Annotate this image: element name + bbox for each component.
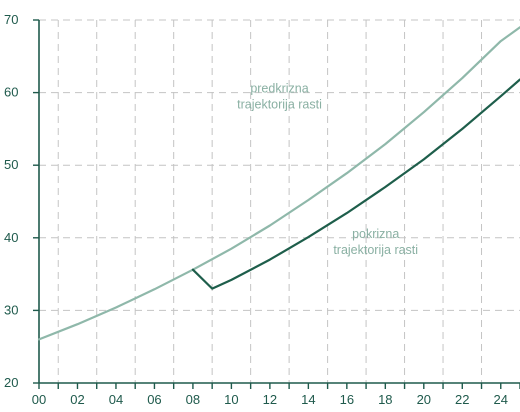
y-tick-label: 20 [4, 375, 18, 390]
x-tick-label: 16 [340, 392, 354, 407]
annotation-line: trajektorija rasti [237, 98, 322, 112]
x-tick-label: 06 [147, 392, 161, 407]
y-tick-label: 60 [4, 85, 18, 100]
x-tick-label: 02 [70, 392, 84, 407]
x-tick-label: 20 [417, 392, 431, 407]
y-tick-label: 70 [4, 12, 18, 27]
x-tick-label: 22 [455, 392, 469, 407]
annotation-2: pokrizna trajektorija rasti [333, 227, 418, 257]
x-tick-label: 10 [224, 392, 238, 407]
y-tick-label: 50 [4, 157, 18, 172]
series-line-1 [37, 26, 520, 341]
x-tick-label: 14 [301, 392, 315, 407]
x-tick-label: 24 [494, 392, 508, 407]
x-tick-label: 04 [109, 392, 123, 407]
annotation-1: predkrizna trajektorija rasti [237, 82, 322, 112]
annotation-line: pokrizna [352, 227, 399, 241]
y-tick-label: 40 [4, 230, 18, 245]
x-tick-label: 18 [378, 392, 392, 407]
x-tick-label: 08 [186, 392, 200, 407]
x-tick-label: 12 [263, 392, 277, 407]
x-tick-label: 00 [32, 392, 46, 407]
annotation-line: trajektorija rasti [333, 243, 418, 257]
annotation-line: predkrizna [250, 82, 308, 96]
y-tick-label: 30 [4, 302, 18, 317]
series-line-2 [191, 78, 520, 290]
